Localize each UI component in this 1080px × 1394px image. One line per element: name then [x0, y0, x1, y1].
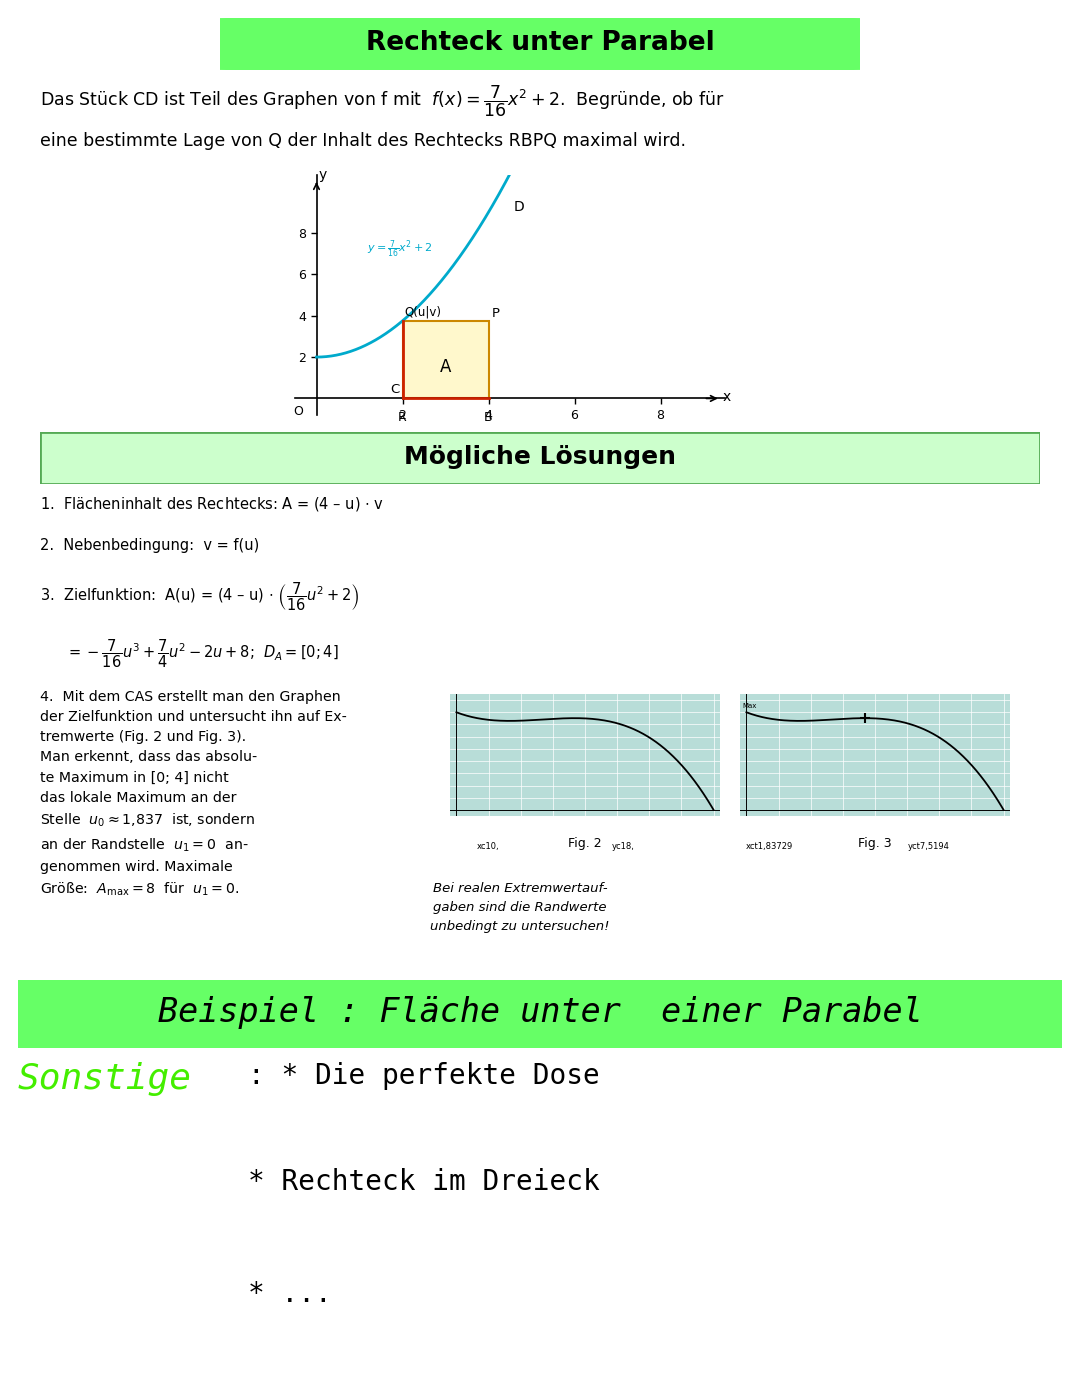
Text: Rechteck unter Parabel: Rechteck unter Parabel	[366, 29, 714, 56]
Text: y: y	[319, 169, 327, 183]
FancyBboxPatch shape	[194, 18, 886, 70]
Text: $= -\dfrac{7}{16}u^3 + \dfrac{7}{4}u^2 - 2u + 8$;  $D_A = [0; 4]$: $= -\dfrac{7}{16}u^3 + \dfrac{7}{4}u^2 -…	[66, 637, 339, 669]
Text: Q(u|v): Q(u|v)	[405, 305, 442, 318]
Text: C: C	[390, 383, 400, 396]
Text: * Rechteck im Dreieck: * Rechteck im Dreieck	[247, 1168, 599, 1196]
Text: * ...: * ...	[247, 1280, 332, 1308]
Text: A: A	[440, 358, 451, 376]
Text: Bei realen Extremwertauf-
gaben sind die Randwerte
unbedingt zu untersuchen!: Bei realen Extremwertauf- gaben sind die…	[430, 882, 610, 933]
Bar	[403, 321, 488, 399]
Text: yc18,: yc18,	[612, 842, 635, 850]
Text: + Zoom Fcur Man2a+  Math Dchn+  ● Drn/s: + Zoom Fcur Man2a+ Math Dchn+ ● Drn/s	[456, 684, 565, 690]
FancyBboxPatch shape	[40, 432, 1040, 484]
Text: O: O	[294, 406, 303, 418]
Text: Fig. 3: Fig. 3	[859, 836, 892, 849]
Text: x: x	[723, 390, 731, 404]
Text: eine bestimmte Lage von Q der Inhalt des Rechtecks RBPQ maximal wird.: eine bestimmte Lage von Q der Inhalt des…	[40, 131, 686, 149]
Text: yct7,5194: yct7,5194	[907, 842, 949, 850]
Text: xc10,: xc10,	[477, 842, 500, 850]
Text: : * Die perfekte Dose: : * Die perfekte Dose	[247, 1062, 599, 1090]
Text: R: R	[399, 411, 407, 424]
Text: Das Stück CD ist Teil des Graphen von f mit  $f(x)=\dfrac{7}{16}x^2+2$.  Begründ: Das Stück CD ist Teil des Graphen von f …	[40, 84, 725, 118]
FancyBboxPatch shape	[0, 977, 1080, 1051]
Text: Beispiel : Fläche unter  einer Parabel: Beispiel : Fläche unter einer Parabel	[158, 997, 922, 1029]
Text: 1.  Flächeninhalt des Rechtecks: A = (4 – u) $\cdot$ v: 1. Flächeninhalt des Rechtecks: A = (4 –…	[40, 495, 384, 513]
Text: B: B	[484, 411, 492, 424]
Text: 3.  Zielfunktion:  A(u) = (4 – u) $\cdot$ $\left(\dfrac{7}{16}u^2 + 2\right)$: 3. Zielfunktion: A(u) = (4 – u) $\cdot$ …	[40, 580, 360, 613]
Text: Sonstige: Sonstige	[18, 1062, 192, 1096]
Text: + Zoom Fcur Man2a+  Math Dchn+  ● Drn/s: + Zoom Fcur Man2a+ Math Dchn+ ● Drn/s	[745, 684, 855, 690]
Text: D: D	[513, 199, 524, 213]
Text: Mögliche Lösungen: Mögliche Lösungen	[404, 445, 676, 468]
Text: $y = \frac{7}{16}x^2+2$: $y = \frac{7}{16}x^2+2$	[367, 238, 433, 261]
Text: 4.  Mit dem CAS erstellt man den Graphen
der Zielfunktion und untersucht ihn auf: 4. Mit dem CAS erstellt man den Graphen …	[40, 690, 347, 898]
Text: Max: Max	[743, 703, 757, 708]
Text: xct1,83729: xct1,83729	[745, 842, 793, 850]
Text: Fig. 2: Fig. 2	[568, 836, 602, 849]
Text: P: P	[492, 307, 500, 319]
Text: 2.  Nebenbedingung:  v = f(u): 2. Nebenbedingung: v = f(u)	[40, 538, 259, 552]
